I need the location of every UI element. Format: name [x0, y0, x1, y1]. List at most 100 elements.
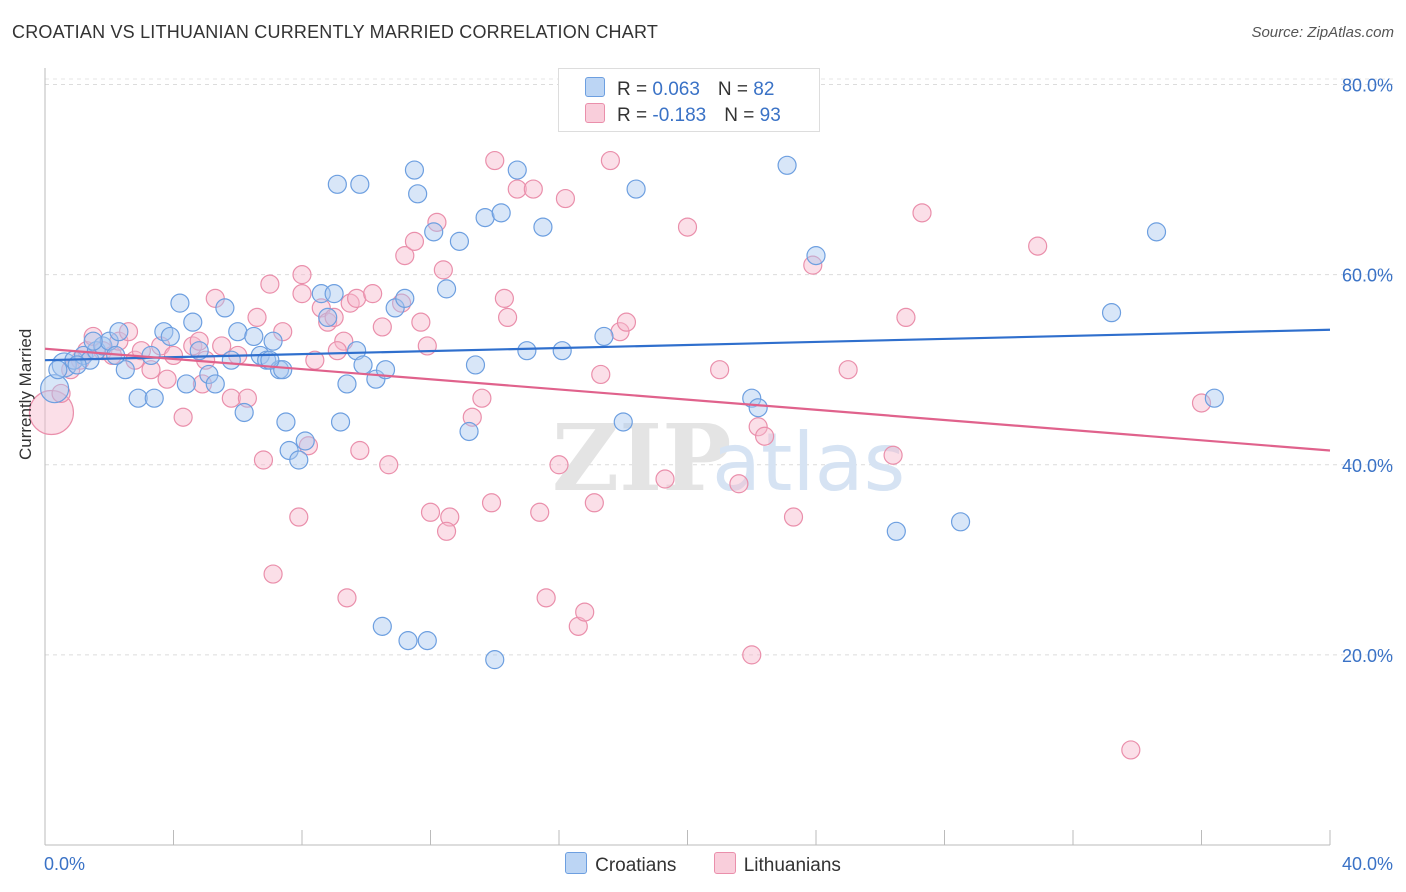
croatians-point [347, 341, 367, 361]
croatians-point [533, 217, 553, 237]
lithuanians-point [263, 564, 283, 584]
croatians-point [491, 203, 511, 223]
lithuanians-point [395, 246, 415, 266]
lithuanians-point [173, 407, 193, 427]
lithuanians-point [289, 507, 309, 527]
series-lithuanians-points [28, 150, 1212, 760]
croatians-point [408, 184, 428, 204]
lithuanians-point [485, 150, 505, 171]
legend-label-lithuanians: Lithuanians [743, 855, 841, 876]
croatians-point [109, 322, 129, 342]
croatians-point [289, 450, 309, 470]
legend-item-lithuanians[interactable]: Lithuanians [713, 852, 841, 877]
lithuanians-point [440, 507, 460, 527]
lithuanians-point [237, 388, 257, 408]
watermark-zip: ZIP [552, 404, 731, 512]
croatians-point [183, 312, 203, 332]
croatians-point [327, 174, 347, 194]
legend-item-croatians[interactable]: Croatians [565, 852, 676, 877]
lithuanians-point [616, 312, 637, 332]
lithuanians-point [507, 179, 527, 199]
y-tick-label: 60.0% [1342, 266, 1393, 286]
croatians-point [424, 222, 444, 242]
chart-source: Source: ZipAtlas.com [1251, 24, 1394, 41]
lithuanians-point [568, 616, 588, 636]
croatians-point [170, 293, 190, 313]
croatians-point [372, 616, 392, 636]
croatians-trend-line [44, 328, 1331, 362]
croatians-point [1146, 222, 1167, 242]
lithuanians-point [783, 507, 804, 527]
croatians-point [40, 374, 70, 404]
croatians-point [742, 388, 762, 408]
legend-r-label: R = [617, 105, 653, 126]
legend-r-value: 0.063 [652, 79, 700, 100]
lithuanians-point [311, 298, 331, 318]
legend-swatch-croatians [565, 852, 588, 874]
lithuanians-point [838, 360, 858, 380]
watermark: ZIP atlas [552, 404, 905, 512]
lithuanians-point [754, 426, 775, 446]
lithuanians-point [433, 260, 453, 280]
croatians-point [263, 331, 283, 351]
lithuanians-point [118, 322, 139, 342]
lithuanians-point [883, 445, 903, 465]
y-tick-label: 80.0% [1342, 76, 1393, 96]
croatians-point [115, 360, 135, 380]
croatians-point [160, 326, 180, 347]
lithuanians-point [1121, 740, 1141, 760]
series-legend: Croatians Lithuanians [0, 852, 1406, 877]
croatians-point [626, 179, 646, 199]
legend-r-value: -0.183 [652, 105, 707, 126]
lithuanians-point [555, 188, 576, 209]
lithuanians-point [411, 312, 431, 332]
lithuanians-point [481, 493, 502, 513]
lithuanians-point [253, 450, 274, 470]
lithuanians-point [742, 645, 762, 665]
lithuanians-point [677, 217, 698, 237]
croatians-point [83, 331, 103, 351]
croatians-point [436, 279, 457, 299]
chart-title: CROATIAN VS LITHUANIAN CURRENTLY MARRIED… [12, 22, 659, 42]
lithuanians-point [420, 502, 441, 522]
croatians-point [295, 431, 315, 451]
stats-legend: R = 0.063 N = 82 R = -0.183 N = 93 [558, 68, 820, 132]
watermark-atlas: atlas [712, 416, 905, 509]
series-croatians-points [40, 155, 1224, 670]
croatians-point [950, 512, 971, 532]
lithuanians-point [896, 307, 916, 328]
trend-lines [44, 328, 1331, 452]
legend-label-croatians: Croatians [595, 855, 677, 876]
croatians-point [244, 326, 264, 347]
x-tick-label-max: 40.0% [1342, 854, 1393, 874]
axes [44, 68, 1331, 846]
croatians-point [613, 412, 633, 432]
croatians-point [398, 631, 418, 651]
croatians-point [594, 326, 614, 347]
croatians-point [465, 355, 486, 375]
lithuanians-point [337, 588, 357, 608]
lithuanians-point [472, 388, 492, 408]
croatians-point [404, 160, 425, 180]
lithuanians-point [324, 307, 344, 328]
lithuanians-point [347, 288, 367, 308]
croatians-point [337, 374, 357, 394]
legend-n-value: 82 [753, 79, 775, 100]
legend-row-croatians: R = 0.063 N = 82 [585, 77, 774, 101]
legend-n-label: N = [717, 79, 754, 100]
x-tick-label-min: 0.0% [44, 854, 85, 874]
lithuanians-point [350, 440, 370, 461]
croatians-point [205, 374, 225, 394]
lithuanians-point [498, 307, 518, 328]
croatians-point [552, 341, 572, 361]
croatians-point [350, 174, 370, 194]
croatians-point [353, 355, 373, 375]
legend-row-lithuanians: R = -0.183 N = 93 [585, 103, 781, 127]
croatians-point [199, 364, 219, 385]
croatians-point [375, 360, 396, 380]
y-tick-label: 20.0% [1342, 646, 1393, 666]
lithuanians-point [748, 417, 768, 437]
croatians-point [144, 388, 164, 408]
croatians-point [417, 631, 437, 651]
